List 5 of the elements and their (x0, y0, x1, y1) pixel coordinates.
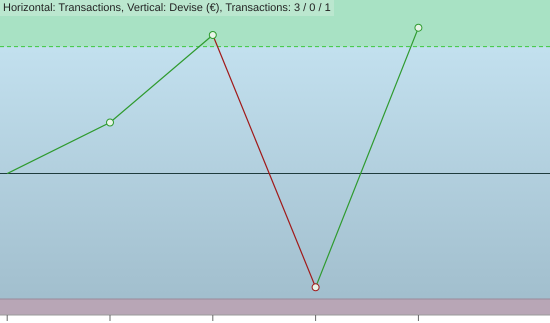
point (106, 118, 114, 126)
point (208, 31, 217, 39)
chart-title: Horizontal: Transactions, Vertical: Devise (€), Transactions: 3 / 0 / 1 (0, 0, 334, 16)
point (312, 283, 320, 292)
point (414, 24, 422, 32)
